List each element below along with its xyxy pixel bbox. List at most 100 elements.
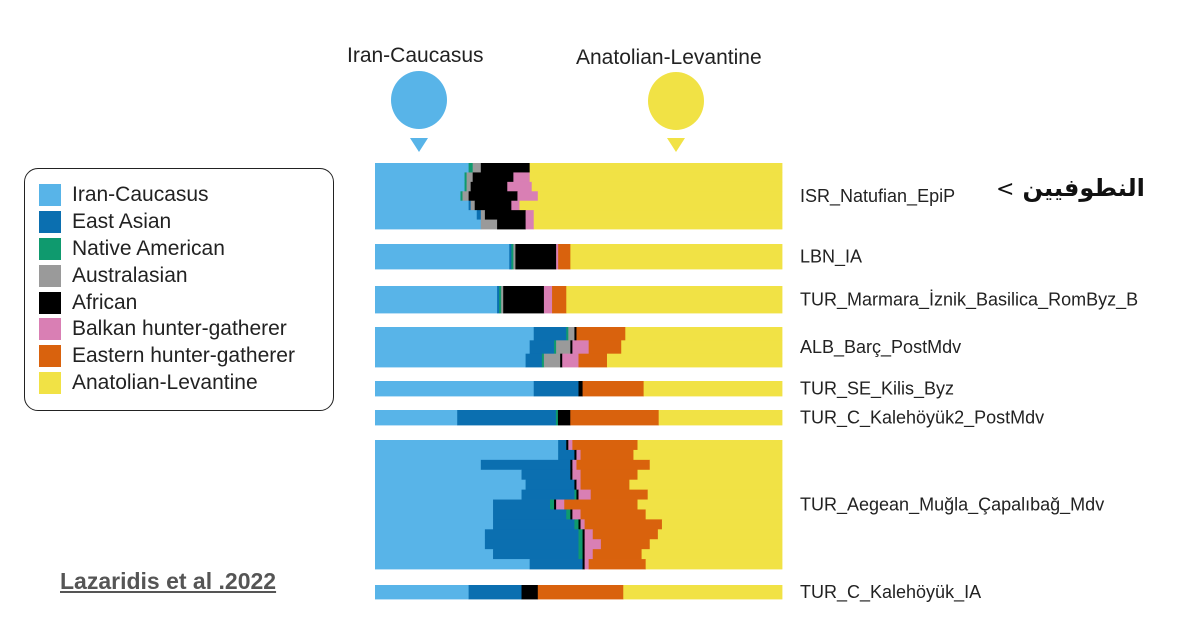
bar-segment	[554, 340, 557, 355]
bar-segment	[513, 172, 531, 183]
bar-segment	[558, 449, 575, 461]
bar-segment	[533, 219, 783, 230]
bar-segment	[558, 440, 567, 451]
bar-segment	[582, 529, 586, 540]
bar-segment	[480, 219, 498, 230]
bar-segment	[375, 519, 494, 530]
bar-segment	[552, 286, 567, 314]
bar-segment	[543, 286, 553, 314]
bar-segment	[592, 529, 659, 540]
bar-segment	[557, 410, 571, 426]
bar-segment	[641, 549, 783, 560]
bar-segment	[375, 499, 494, 510]
annotation-arabic-text: النطوفيين	[1022, 174, 1145, 202]
bar-segment	[582, 539, 586, 550]
bar-segment	[529, 172, 783, 183]
bar-segment	[658, 410, 783, 426]
bar-segment	[375, 489, 522, 500]
legend-swatch	[39, 318, 61, 341]
bar-segment	[529, 340, 555, 355]
bar-segment	[375, 410, 458, 426]
bar-segment	[493, 549, 579, 560]
anatolian-levantine-pin-circle	[648, 72, 704, 130]
bar-segment	[590, 489, 649, 500]
bar-segment	[472, 172, 514, 183]
legend-item: African	[39, 289, 333, 316]
bar-segment	[464, 181, 467, 192]
bar-segment	[584, 559, 590, 570]
row-label: ALB_Barç_PostMdv	[800, 337, 961, 358]
anatolian-levantine-pin-label: Anatolian-Levantine	[576, 46, 762, 69]
bar-segment	[503, 286, 545, 314]
bar-segment	[519, 200, 783, 211]
bar-segment	[645, 559, 783, 570]
legend-swatch	[39, 291, 61, 314]
bar-segment	[623, 585, 783, 600]
bar-segment	[584, 549, 594, 560]
bar-segment	[580, 479, 630, 491]
bar-segment	[375, 585, 470, 600]
bar-segment	[468, 163, 474, 173]
bar-segment	[375, 286, 498, 314]
legend-swatch	[39, 211, 61, 234]
bar-segment	[657, 529, 783, 540]
bar-segment	[572, 459, 577, 471]
bar-segment	[584, 539, 602, 550]
iran-caucasus-pin-pointer	[410, 138, 428, 152]
bar-segment	[566, 440, 569, 451]
bar-segment	[576, 327, 626, 341]
bar-segment	[480, 459, 571, 471]
bar-segment	[556, 244, 559, 270]
bar-segment	[578, 489, 592, 500]
bar-segment	[533, 381, 579, 397]
bar-segment	[572, 340, 590, 355]
bar-segment	[529, 559, 583, 570]
bar-segment	[580, 509, 647, 520]
legend-label: Eastern hunter-gatherer	[72, 344, 295, 368]
bar-segment	[582, 381, 645, 397]
legend: Iran-Caucasus East Asian Native American…	[24, 168, 334, 411]
bar-segment	[525, 479, 575, 491]
bar-segment	[464, 172, 467, 183]
legend-item: Balkan hunter-gatherer	[39, 316, 333, 343]
row-label: TUR_Aegean_Muğla_Çapalıbağ_Mdv	[800, 495, 1104, 516]
bar-segment	[574, 449, 577, 461]
bar-segment	[550, 499, 555, 510]
bar-segment	[606, 353, 783, 368]
bar-segment	[572, 469, 581, 481]
bar-segment	[576, 489, 579, 500]
bar-segment	[637, 499, 783, 510]
bar-segment	[592, 549, 642, 560]
bar-segment	[588, 559, 647, 570]
legend-item: Australasian	[39, 262, 333, 289]
bar-segment	[572, 440, 638, 451]
legend-item: Eastern hunter-gatherer	[39, 343, 333, 370]
iran-caucasus-pin-circle	[391, 71, 447, 129]
row-label: ISR_Natufian_EpiP	[800, 186, 955, 207]
legend-label: Balkan hunter-gatherer	[72, 317, 287, 341]
bar-segment	[375, 459, 482, 471]
bar-segment	[582, 549, 586, 560]
bar-segment	[574, 519, 579, 530]
bar-segment	[375, 479, 526, 491]
bar-segment	[543, 353, 561, 368]
bar-segment	[578, 529, 583, 540]
bar-segment	[375, 440, 559, 451]
bar-segment	[566, 509, 571, 520]
legend-label: Australasian	[72, 263, 188, 287]
bar-segment	[521, 469, 571, 481]
legend-swatch	[39, 264, 61, 287]
bar-segment	[375, 549, 494, 560]
bar-segment	[556, 499, 565, 510]
bar-segment	[468, 200, 472, 211]
bar-segment	[511, 244, 514, 270]
bar-segment	[661, 519, 783, 530]
bar-segment	[509, 244, 512, 270]
bar-segment	[468, 191, 518, 202]
anatolian-levantine-pin-pointer	[667, 138, 685, 152]
bar-segment	[580, 519, 585, 530]
bar-segment	[566, 286, 783, 314]
bar-segment	[525, 353, 543, 368]
bar-segment	[578, 519, 581, 530]
